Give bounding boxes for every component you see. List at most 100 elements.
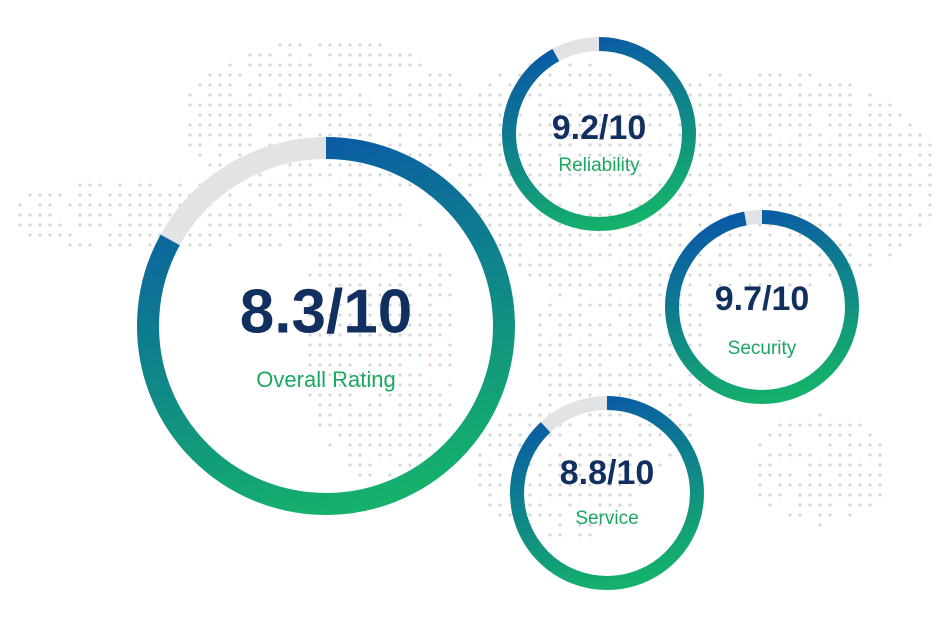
map-dot [848,463,852,467]
map-dot [578,123,582,127]
map-dot [558,183,562,187]
map-dot [298,83,302,87]
map-dot [388,373,392,377]
map-dot [928,173,932,177]
map-dot [338,243,342,247]
map-dot [448,313,452,317]
map-dot [308,183,312,187]
map-dot [488,93,492,97]
map-dot [768,113,772,117]
map-dot [768,123,772,127]
map-dot [508,193,512,197]
map-dot [378,343,382,347]
map-dot [308,163,312,167]
map-dot [488,443,492,447]
map-dot [608,173,612,177]
map-dot [808,273,812,277]
map-dot [418,453,422,457]
map-dot [558,243,562,247]
map-dot [458,143,462,147]
map-dot [758,243,762,247]
map-dot [108,233,112,237]
map-dot [228,73,232,77]
map-dot [618,463,622,467]
map-dot [428,323,432,327]
map-dot [318,413,322,417]
map-dot [438,73,442,77]
map-dot [818,433,822,437]
map-dot [308,343,312,347]
map-dot [348,123,352,127]
map-dot [328,93,332,97]
map-dot [158,193,162,197]
map-dot [448,73,452,77]
map-dot [818,483,822,487]
map-dot [398,293,402,297]
map-dot [498,73,502,77]
map-dot [818,423,822,427]
map-dot [548,263,552,267]
map-dot [628,463,632,467]
map-dot [348,63,352,67]
map-dot [378,333,382,337]
map-dot [548,393,552,397]
map-dot [638,333,642,337]
map-dot [828,143,832,147]
map-dot [768,233,772,237]
map-dot [278,203,282,207]
map-dot [508,433,512,437]
map-dot [118,243,122,247]
map-dot [728,263,732,267]
map-dot [268,233,272,237]
map-dot [888,143,892,147]
map-dot [928,153,932,157]
map-dot [888,223,892,227]
map-dot [568,443,572,447]
map-dot [438,323,442,327]
map-dot [378,413,382,417]
map-dot [698,273,702,277]
map-dot [358,223,362,227]
map-dot [218,133,222,137]
map-dot [548,183,552,187]
map-dot [638,393,642,397]
map-dot [378,363,382,367]
map-dot [608,213,612,217]
map-dot [428,343,432,347]
map-dot [778,273,782,277]
map-dot [388,233,392,237]
map-dot [868,173,872,177]
map-dot [558,143,562,147]
map-dot [648,223,652,227]
map-dot [248,143,252,147]
map-dot [328,43,332,47]
map-dot [648,293,652,297]
map-dot [198,113,202,117]
map-dot [388,473,392,477]
map-dot [218,73,222,77]
map-dot [768,493,772,497]
map-dot [208,113,212,117]
map-dot [828,213,832,217]
map-dot [608,493,612,497]
map-dot [848,113,852,117]
map-dot [578,313,582,317]
map-dot [698,203,702,207]
map-dot [528,223,532,227]
map-dot [638,343,642,347]
map-dot [908,143,912,147]
map-dot [678,193,682,197]
map-dot [538,413,542,417]
map-dot [348,363,352,367]
map-dot [598,273,602,277]
map-dot [358,373,362,377]
map-dot [598,73,602,77]
map-dot [808,113,812,117]
map-dot [418,343,422,347]
map-dot [228,143,232,147]
map-dot [348,383,352,387]
map-dot [608,183,612,187]
map-dot [48,223,52,227]
map-dot [578,373,582,377]
map-dot [468,133,472,137]
